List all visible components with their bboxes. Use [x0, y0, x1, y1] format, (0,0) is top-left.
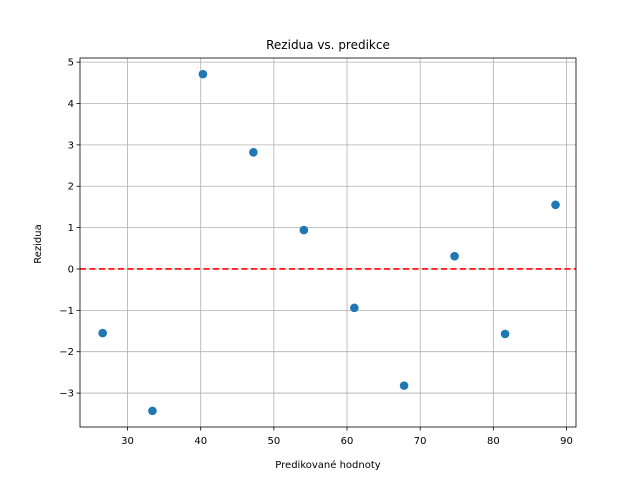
y-tick-label: −3 [59, 389, 74, 400]
data-point [500, 329, 510, 339]
x-axis-label: Predikované hodnoty [275, 459, 380, 471]
x-tick-label: 50 [267, 436, 280, 447]
y-tick-label: −1 [59, 306, 74, 317]
y-tick-label: 0 [68, 264, 74, 275]
data-point [148, 406, 157, 416]
data-points [98, 69, 560, 416]
grid [80, 58, 576, 427]
y-tick-label: 4 [68, 99, 74, 110]
data-point [450, 251, 459, 261]
data-point [198, 69, 208, 79]
data-point [350, 303, 359, 313]
y-axis-label: Rezidua [33, 224, 44, 264]
x-tick-label: 60 [341, 436, 354, 447]
y-tick-label: −2 [59, 347, 74, 358]
data-point [299, 225, 309, 235]
y-tick-label: 5 [68, 58, 74, 69]
x-tick-label: 80 [487, 436, 500, 447]
data-point [98, 328, 107, 338]
y-tick-label: 3 [68, 140, 74, 151]
chart-title: Rezidua vs. predikce [266, 38, 390, 52]
data-point [399, 381, 409, 390]
y-tick-label: 1 [68, 223, 74, 234]
y-tick-label: 2 [68, 182, 74, 193]
data-point [551, 200, 560, 210]
x-tick-label: 90 [560, 436, 573, 447]
plot-frame [79, 57, 577, 428]
data-point [249, 148, 258, 157]
x-axis-ticks: 30 40 50 60 70 80 90 [121, 427, 573, 447]
y-axis-ticks: −3 −2 −1 0 1 2 3 4 5 [59, 58, 80, 400]
x-tick-label: 40 [194, 436, 207, 447]
x-tick-label: 70 [414, 436, 427, 447]
x-tick-label: 30 [121, 436, 134, 447]
